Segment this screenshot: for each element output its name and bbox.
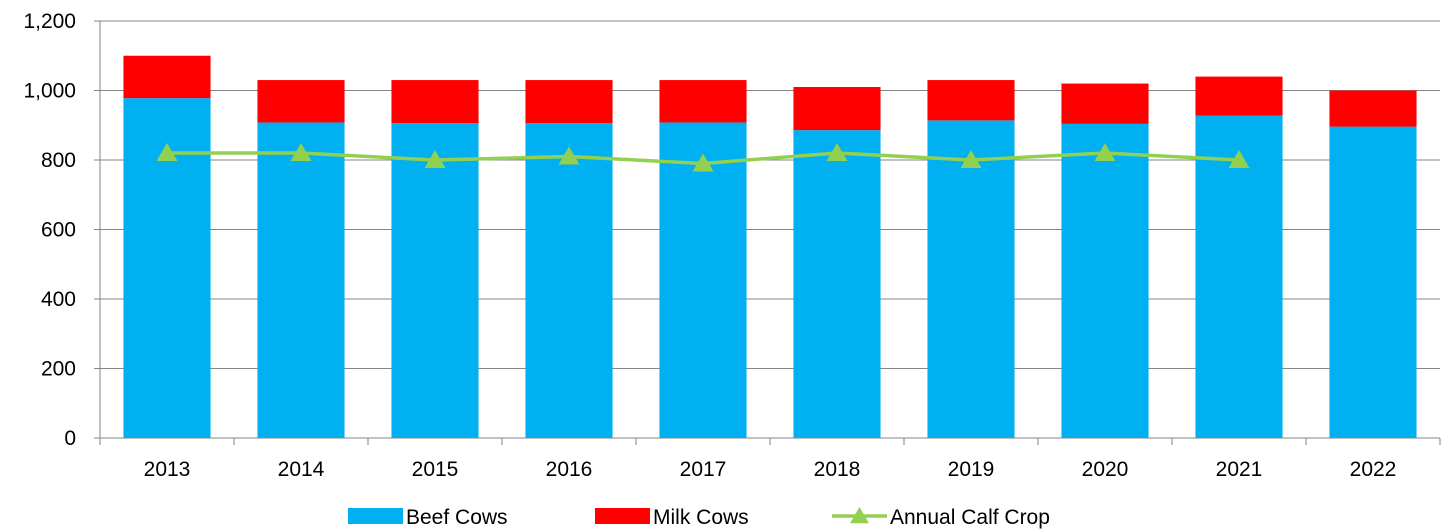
- x-tick-label: 2018: [814, 458, 861, 481]
- bar-beef-cows: [1061, 123, 1149, 439]
- calf-crop-line: [156, 143, 1250, 172]
- point-annual-calf-crop: [1094, 143, 1116, 162]
- point-annual-calf-crop: [692, 153, 714, 172]
- legend-swatch-beef-cows: [348, 508, 403, 524]
- tick-labels: 0 200 400 600 800 1,000 1,200 2013 2014 2015 2016 2…: [23, 10, 1396, 481]
- legend-label-annual-calf-crop: Annual Calf Crop: [890, 506, 1050, 529]
- bar-beef-cows: [391, 123, 479, 438]
- y-tick-label: 1,200: [23, 10, 76, 33]
- bar-milk-cows: [927, 80, 1015, 121]
- x-tick-label: 2022: [1350, 458, 1397, 481]
- bar-milk-cows: [1061, 83, 1149, 124]
- point-annual-calf-crop: [424, 150, 446, 168]
- bar-beef-cows: [927, 120, 1015, 438]
- point-annual-calf-crop: [960, 150, 982, 168]
- legend-label-milk-cows: Milk Cows: [653, 506, 749, 529]
- x-tick-label: 2020: [1082, 458, 1129, 481]
- bar-beef-cows: [525, 123, 613, 438]
- bar-milk-cows: [793, 87, 881, 131]
- point-annual-calf-crop: [156, 143, 178, 162]
- y-tick-label: 800: [41, 149, 76, 172]
- axes: [94, 20, 1441, 445]
- legend-swatch-milk-cows: [595, 508, 650, 524]
- point-annual-calf-crop: [558, 146, 580, 165]
- y-tick-label: 0: [64, 427, 76, 450]
- bar-milk-cows: [1329, 90, 1417, 127]
- bars: [123, 55, 1417, 439]
- bar-milk-cows: [257, 80, 345, 123]
- x-tick-label: 2014: [278, 458, 325, 481]
- bar-milk-cows: [391, 80, 479, 124]
- legend-swatch-marker: [850, 507, 869, 524]
- x-tick-label: 2015: [412, 458, 459, 481]
- x-tick-label: 2021: [1216, 458, 1263, 481]
- point-annual-calf-crop: [290, 143, 312, 162]
- bar-beef-cows: [257, 122, 345, 438]
- x-tick-label: 2019: [948, 458, 995, 481]
- legend-label-beef-cows: Beef Cows: [406, 506, 508, 529]
- x-tick-label: 2017: [680, 458, 727, 481]
- bar-milk-cows: [1195, 76, 1283, 116]
- legend: Beef Cows Milk Cows Annual Calf Crop: [348, 506, 1050, 529]
- y-tick-label: 400: [41, 288, 76, 311]
- point-annual-calf-crop: [826, 143, 848, 162]
- bar-milk-cows: [525, 80, 613, 124]
- x-tick-label: 2013: [144, 458, 191, 481]
- y-tick-label: 1,000: [23, 80, 76, 103]
- bar-beef-cows: [659, 122, 747, 438]
- x-tick-label: 2016: [546, 458, 593, 481]
- bar-beef-cows: [793, 130, 881, 439]
- bar-milk-cows: [659, 80, 747, 123]
- y-tick-label: 600: [41, 219, 76, 242]
- bar-milk-cows: [123, 55, 211, 99]
- bar-beef-cows: [1195, 115, 1283, 439]
- y-tick-label: 200: [41, 358, 76, 381]
- point-annual-calf-crop: [1228, 150, 1250, 168]
- bar-beef-cows: [1329, 126, 1417, 438]
